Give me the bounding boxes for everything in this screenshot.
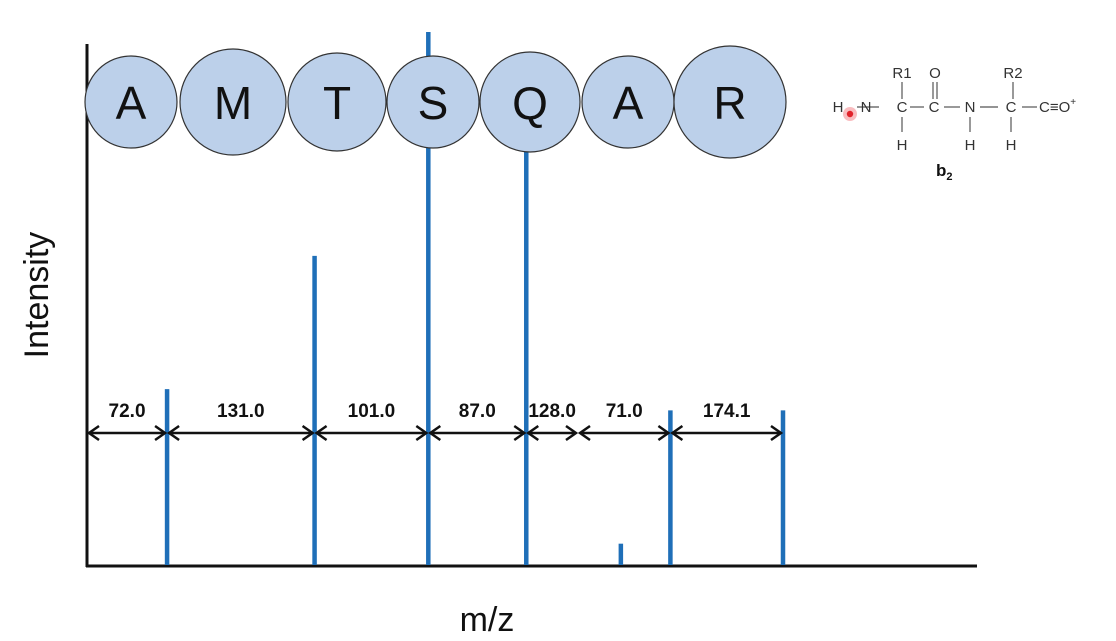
gap-label-7: 174.1: [703, 401, 751, 422]
residue-letter-1: A: [116, 77, 147, 129]
gap-label-4: 87.0: [459, 401, 496, 422]
n-terminal-nitrogen-label: N: [861, 99, 872, 116]
gap-arrowhead-right-7: [770, 424, 784, 442]
residue-bubble-5: [479, 51, 581, 153]
gap-arrowhead-left-7: [670, 424, 684, 442]
residue-bubble-2: [179, 48, 287, 156]
gap-label-1: 72.0: [109, 401, 146, 422]
y-axis-label: Intensity: [18, 232, 56, 359]
gap-arrowhead-right-2: [301, 424, 315, 442]
b2-ion-structure: R1 O R2 H N C C N C C≡O+ H H H b2: [833, 65, 1077, 183]
residue-letter-6: A: [613, 77, 644, 129]
gap-label-2: 131.0: [217, 401, 265, 422]
residue-letter-5: Q: [512, 77, 548, 129]
gap-arrowhead-left-5: [526, 424, 539, 442]
residue-letter-3: T: [323, 77, 351, 129]
gap-arrowhead-left-6: [577, 424, 591, 442]
carbonyl-oxygen-label: O: [929, 65, 941, 82]
residue-bubble-4: [386, 55, 480, 149]
ion-name-label: b2: [936, 161, 953, 183]
charge-label: +: [1070, 97, 1076, 108]
gap-arrowhead-left-3: [314, 424, 328, 442]
gap-label-3: 101.0: [348, 401, 396, 422]
residue-bubble-1: [84, 55, 178, 149]
gap-arrowhead-right-4: [513, 424, 527, 442]
r1-label: R1: [892, 65, 911, 82]
amide-hydrogen-label: H: [965, 137, 976, 154]
carbonyl-carbon-label: C: [929, 99, 940, 116]
alpha-hydrogen-1-label: H: [897, 137, 908, 154]
alpha-hydrogen-2-label: H: [1006, 137, 1017, 154]
mass-gap-group: 72.0 131.0 101.0 87.0 128.0 71.0 174.1: [86, 401, 784, 442]
x-axis-label: m/z: [460, 601, 515, 639]
residue-letter-7: R: [713, 77, 746, 129]
r2-label: R2: [1003, 65, 1022, 82]
residue-bubble-7: [673, 45, 787, 159]
residue-letter-4: S: [418, 77, 449, 129]
gap-label-6: 71.0: [606, 401, 643, 422]
gap-arrowhead-left-4: [428, 424, 442, 442]
amide-nitrogen-label: N: [965, 99, 976, 116]
acylium-label: C≡O+: [1039, 97, 1076, 116]
gap-arrowhead-left-2: [166, 424, 180, 442]
residue-bubble-3: [287, 52, 387, 152]
gap-arrowhead-left-1: [86, 424, 100, 442]
gap-arrowhead-right-1: [154, 424, 168, 442]
alpha-carbon-1-label: C: [897, 99, 908, 116]
gap-label-5: 128.0: [528, 401, 576, 422]
n-terminal-hydrogen-label: H: [833, 99, 844, 116]
gap-arrowhead-right-6: [657, 424, 671, 442]
cursor-dot-core: [846, 110, 854, 118]
gap-arrowhead-right-3: [415, 424, 429, 442]
alpha-carbon-2-label: C: [1006, 99, 1017, 116]
residue-letter-2: M: [214, 77, 252, 129]
gap-arrowhead-right-5: [565, 424, 579, 442]
